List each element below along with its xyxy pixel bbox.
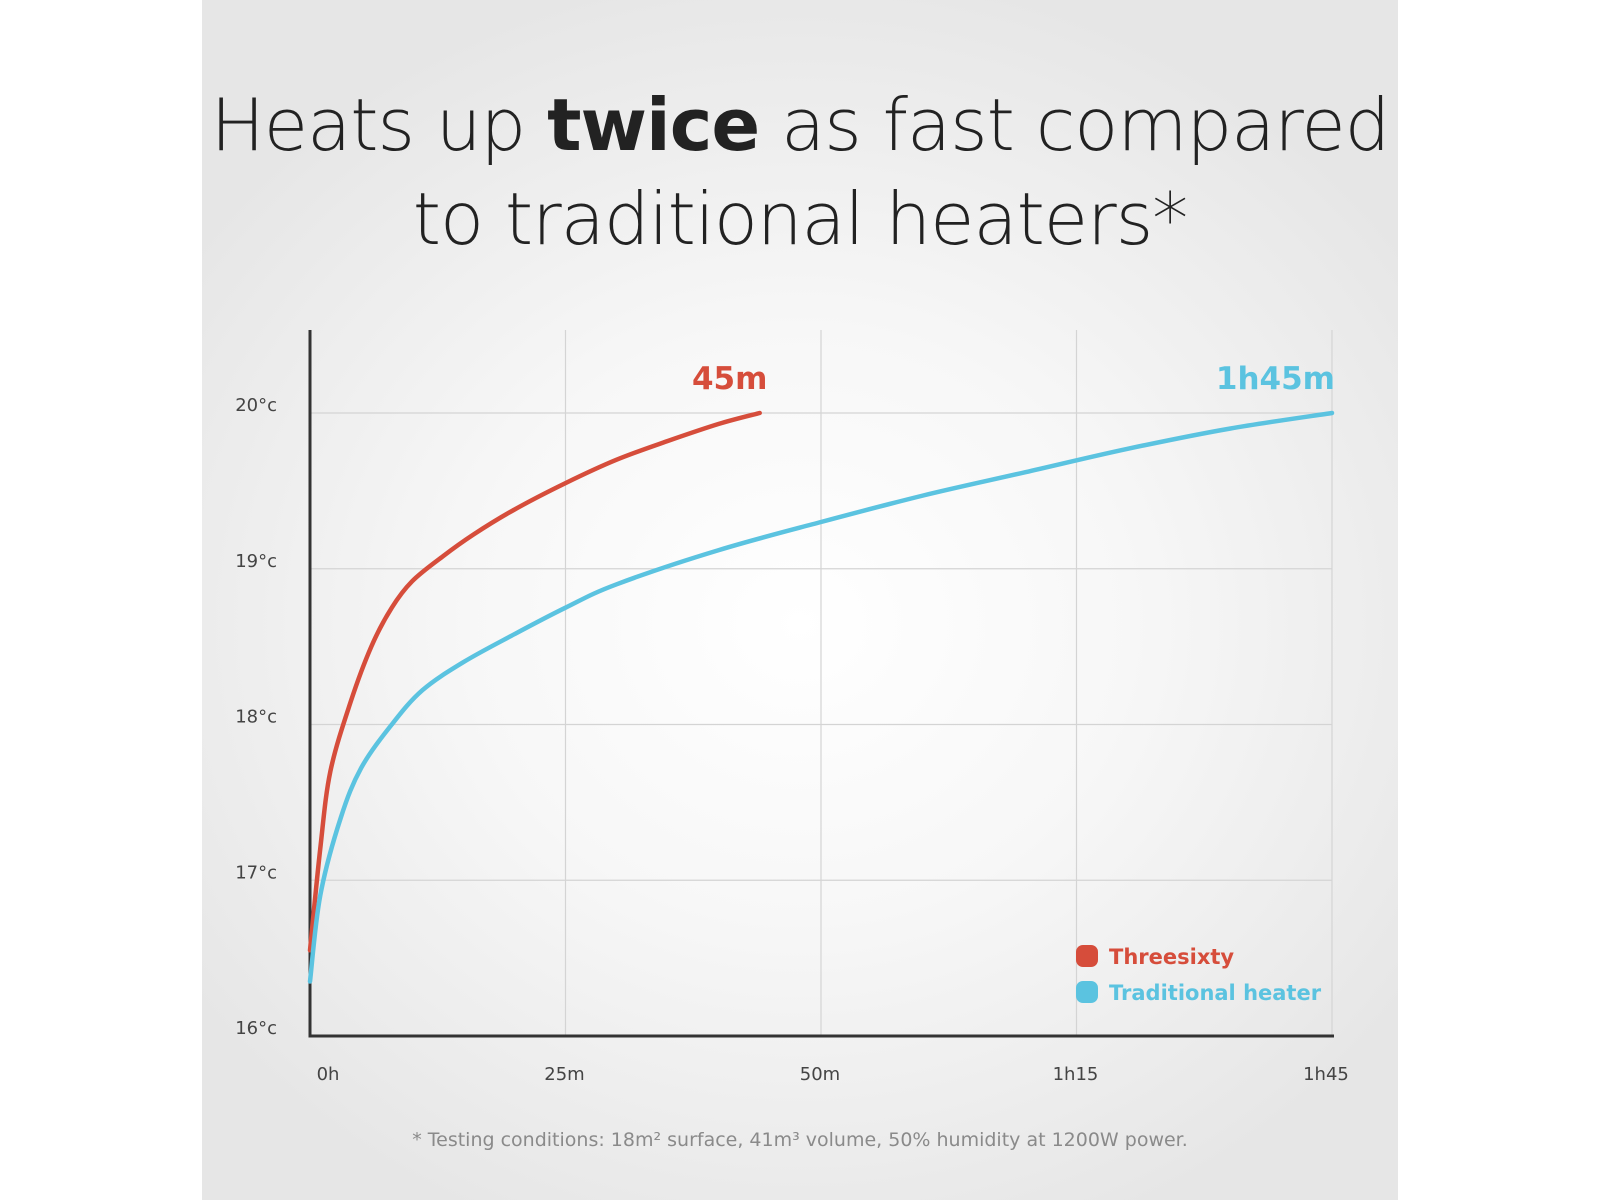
series-line-threesixty [307,410,762,953]
title-line-2: to traditional heaters* [412,177,1188,261]
title-emphasis: twice [547,83,760,167]
axes [308,330,1334,1038]
legend-label-threesixty: Threesixty [1109,945,1234,969]
title-text-end: as fast compared [759,83,1390,167]
x-tick-label: 1h15 [1053,1064,1099,1085]
x-tick-label: 0h [317,1064,340,1085]
chart-background [202,0,1398,1200]
x-tick-label: 25m [544,1064,584,1085]
chart-title: Heats up twice as fast compared to tradi… [202,78,1398,266]
y-tick-label: 20°c [235,395,277,416]
y-tick-label: 17°c [235,862,277,883]
end-label-traditional-heater: 1h45m [1216,361,1335,397]
title-text-start: Heats up [210,83,548,167]
x-tick-label: 1h45 [1303,1064,1349,1085]
series-line-traditional-heater [307,410,1335,984]
x-tick-label: 50m [800,1064,840,1085]
series-lines: 45m 1h45m [307,361,1335,984]
legend-swatch-traditional-heater [1076,981,1098,1003]
footnote: * Testing conditions: 18m² surface, 41m³… [412,1129,1188,1151]
end-label-threesixty: 45m [692,361,767,397]
legend-swatch-threesixty [1076,945,1098,967]
legend: Threesixty Traditional heater [1076,945,1322,1005]
legend-label-traditional-heater: Traditional heater [1109,981,1322,1005]
tick-labels: 16°c 17°c 18°c 19°c 20°c 0h 25m 50m 1h15 1h45 [235,395,1349,1085]
y-tick-label: 18°c [235,707,277,728]
grid [310,330,1333,1036]
y-tick-label: 16°c [235,1018,277,1039]
y-tick-label: 19°c [235,551,277,572]
